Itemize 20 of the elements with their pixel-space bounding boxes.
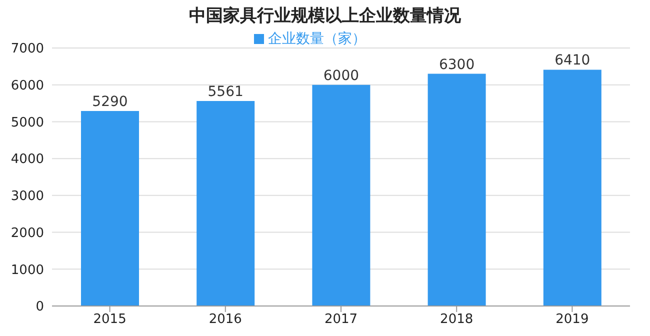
x-tick-label: 2015 — [93, 312, 126, 328]
y-tick-label: 0 — [36, 300, 44, 315]
chart-title: 中国家具行业规模以上企业数量情况 — [188, 5, 462, 27]
y-tick-label: 5000 — [10, 115, 44, 130]
y-tick-label: 6000 — [10, 78, 44, 94]
x-tick-label: 2018 — [440, 312, 474, 328]
data-label: 6300 — [438, 56, 475, 73]
data-label: 5561 — [208, 84, 244, 100]
x-tick-label: 2016 — [208, 312, 242, 328]
data-label: 5290 — [92, 94, 128, 110]
y-tick-label: 1000 — [10, 262, 44, 278]
legend-label: 企业数量（家） — [268, 31, 366, 47]
x-tick-label: 2017 — [324, 312, 358, 328]
y-tick-label: 7000 — [10, 42, 44, 57]
x-tick-label: 2019 — [556, 312, 589, 328]
y-tick-label: 2000 — [10, 226, 44, 241]
data-label: 6410 — [554, 52, 590, 69]
data-label: 6000 — [323, 68, 360, 84]
y-tick-label: 4000 — [10, 152, 44, 168]
y-tick-label: 3000 — [10, 189, 44, 204]
